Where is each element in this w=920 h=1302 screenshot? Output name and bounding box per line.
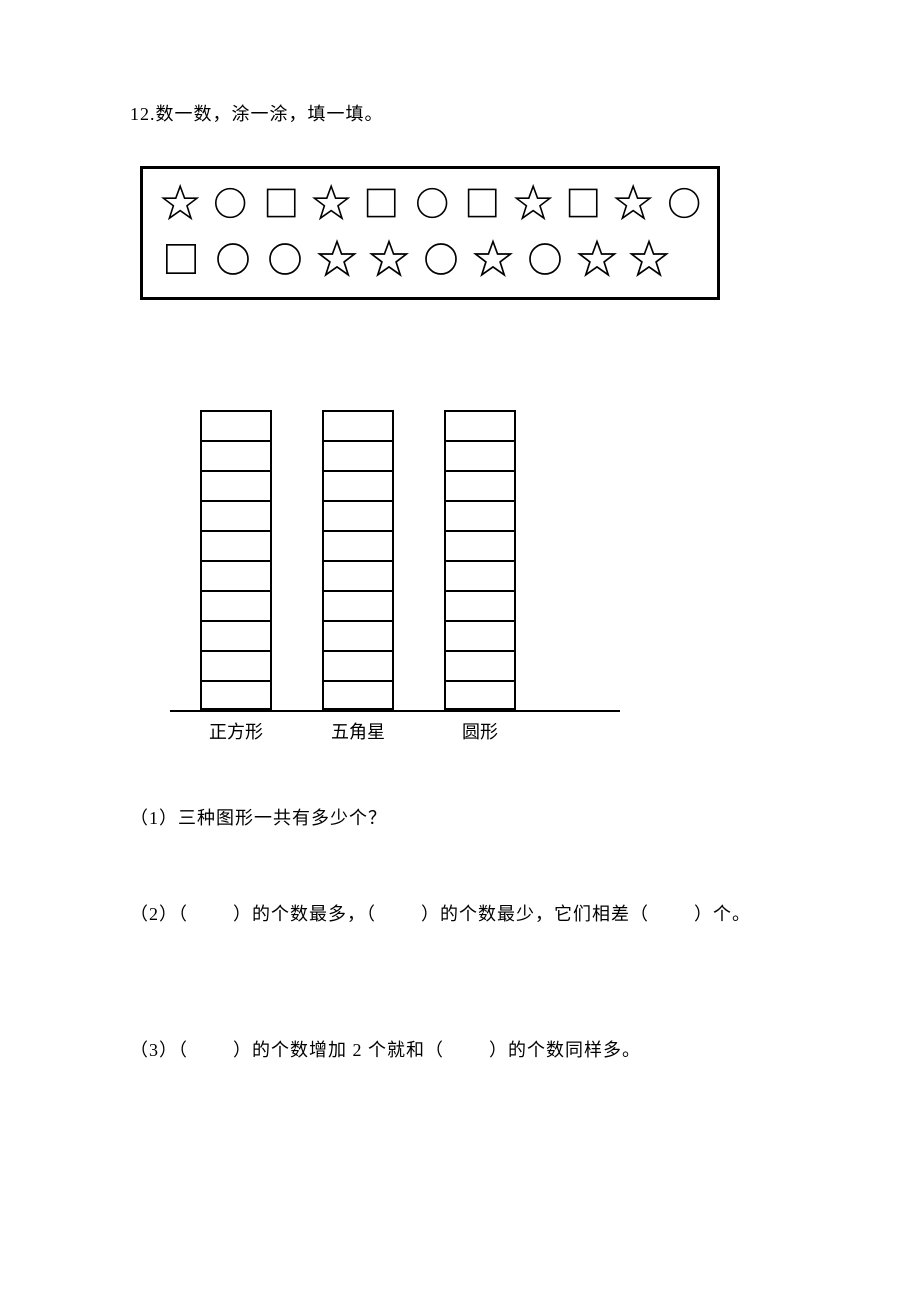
bar-cell[interactable] bbox=[200, 680, 272, 710]
star-icon bbox=[577, 239, 617, 279]
circle-icon bbox=[413, 183, 451, 223]
circle-icon bbox=[213, 239, 253, 279]
circle-icon bbox=[525, 239, 565, 279]
bar-cell[interactable] bbox=[444, 470, 516, 500]
bar-cell[interactable] bbox=[322, 650, 394, 680]
bar-cell[interactable] bbox=[444, 620, 516, 650]
square-icon bbox=[161, 239, 201, 279]
shapes-box bbox=[140, 166, 720, 300]
bar-cell[interactable] bbox=[322, 590, 394, 620]
bar-star bbox=[322, 410, 394, 710]
star-icon bbox=[161, 183, 199, 223]
bar-cell[interactable] bbox=[200, 410, 272, 440]
text: ）的个数最多，（ bbox=[233, 904, 376, 924]
bar-cell[interactable] bbox=[200, 530, 272, 560]
text: （3）（ bbox=[130, 1040, 188, 1060]
bar-chart: 正方形 五角星 圆形 bbox=[170, 350, 620, 744]
star-icon bbox=[614, 183, 652, 223]
question-3: （3）（ ）的个数增加 2 个就和（ ）的个数同样多。 bbox=[130, 1036, 800, 1062]
square-icon bbox=[463, 183, 501, 223]
text: ）的个数最少，它们相差（ bbox=[421, 904, 649, 924]
circle-icon bbox=[265, 239, 305, 279]
star-icon bbox=[369, 239, 409, 279]
star-icon bbox=[317, 239, 357, 279]
bar-label: 五角星 bbox=[322, 718, 394, 744]
bar-cell[interactable] bbox=[200, 440, 272, 470]
circle-icon bbox=[211, 183, 249, 223]
text: （2）（ bbox=[130, 904, 188, 924]
bar-labels: 正方形 五角星 圆形 bbox=[170, 718, 620, 744]
circle-icon bbox=[421, 239, 461, 279]
bar-circle bbox=[444, 410, 516, 710]
bar-cell[interactable] bbox=[322, 530, 394, 560]
star-icon bbox=[629, 239, 669, 279]
star-icon bbox=[473, 239, 513, 279]
chart-area bbox=[170, 350, 620, 712]
bar-cell[interactable] bbox=[322, 560, 394, 590]
bar-label: 正方形 bbox=[200, 718, 272, 744]
bar-cell[interactable] bbox=[322, 680, 394, 710]
bar-cell[interactable] bbox=[444, 650, 516, 680]
bar-cell[interactable] bbox=[444, 530, 516, 560]
bar-cell[interactable] bbox=[444, 590, 516, 620]
bar-cell[interactable] bbox=[200, 650, 272, 680]
bar-cell[interactable] bbox=[444, 410, 516, 440]
text: ）的个数增加 2 个就和（ bbox=[233, 1040, 444, 1060]
bar-cell[interactable] bbox=[444, 680, 516, 710]
sub-questions: （1）三种图形一共有多少个？ （2）（ ）的个数最多，（ ）的个数最少，它们相差（ ）… bbox=[130, 804, 800, 1062]
square-icon bbox=[262, 183, 300, 223]
bar-square bbox=[200, 410, 272, 710]
bar-cell[interactable] bbox=[200, 500, 272, 530]
square-icon bbox=[564, 183, 602, 223]
bar-cell[interactable] bbox=[444, 500, 516, 530]
bar-cell[interactable] bbox=[322, 470, 394, 500]
question-1: （1）三种图形一共有多少个？ bbox=[130, 804, 800, 830]
bar-cell[interactable] bbox=[200, 620, 272, 650]
bar-cell[interactable] bbox=[444, 440, 516, 470]
star-icon bbox=[514, 183, 552, 223]
circle-icon bbox=[665, 183, 703, 223]
bar-cell[interactable] bbox=[322, 620, 394, 650]
square-icon bbox=[362, 183, 400, 223]
text: ）个。 bbox=[694, 904, 751, 924]
bar-cell[interactable] bbox=[200, 470, 272, 500]
bar-cell[interactable] bbox=[200, 590, 272, 620]
bar-cell[interactable] bbox=[322, 500, 394, 530]
shape-row bbox=[157, 179, 703, 231]
shape-row bbox=[157, 231, 703, 287]
question-title: 12.数一数，涂一涂，填一填。 bbox=[130, 100, 800, 126]
page-content: 12.数一数，涂一涂，填一填。 正方形 五角星 圆形 （1）三种图形一共有多少个… bbox=[0, 0, 920, 1232]
question-2: （2）（ ）的个数最多，（ ）的个数最少，它们相差（ ）个。 bbox=[130, 900, 800, 926]
bar-cell[interactable] bbox=[200, 560, 272, 590]
bar-cell[interactable] bbox=[322, 410, 394, 440]
bar-label: 圆形 bbox=[444, 718, 516, 744]
text: ）的个数同样多。 bbox=[489, 1040, 641, 1060]
bar-cell[interactable] bbox=[322, 440, 394, 470]
bar-cell[interactable] bbox=[444, 560, 516, 590]
star-icon bbox=[312, 183, 350, 223]
